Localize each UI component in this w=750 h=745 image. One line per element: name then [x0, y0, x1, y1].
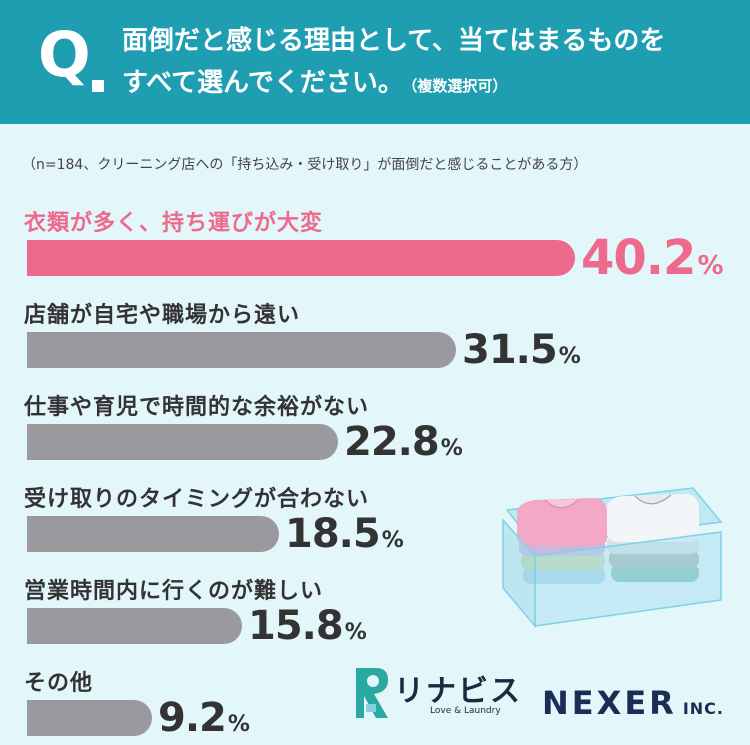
- bar: [27, 424, 338, 460]
- bar-value-label: 40.2%: [581, 234, 724, 282]
- bar-value-unit: %: [227, 712, 250, 737]
- question-mark-dot: [92, 80, 104, 92]
- bar-category-label: 受け取りのタイミングが合わない: [24, 487, 370, 512]
- bar-value-number: 22.8: [344, 419, 440, 465]
- bar-value-label: 31.5%: [462, 330, 581, 370]
- question-text-line2-main: すべて選んでください。: [122, 68, 404, 98]
- bar-category-label: 仕事や育児で時間的な余裕がない: [24, 395, 370, 420]
- question-header: Q 面倒だと感じる理由として、当てはまるものを すべて選んでください。 （複数選択…: [0, 0, 750, 124]
- bar-value-unit: %: [697, 251, 724, 281]
- nexer-suffix: INC.: [682, 699, 724, 718]
- rinavis-logo: リナビス Love & Laundry: [352, 664, 527, 724]
- bar-value-unit: %: [381, 528, 404, 553]
- rinavis-emblem-icon: [356, 668, 388, 718]
- rinavis-wordmark: リナビス: [394, 674, 522, 709]
- bar-value-label: 9.2%: [158, 698, 250, 738]
- bar: [27, 240, 575, 276]
- folded-laundry-box-illustration: [502, 487, 723, 629]
- bar-value-unit: %: [440, 436, 463, 461]
- bar: [27, 700, 152, 736]
- bar-value-number: 18.5: [285, 511, 381, 557]
- bar-value-unit: %: [558, 344, 581, 369]
- bar-value-number: 31.5: [462, 327, 558, 373]
- bar-value-unit: %: [344, 620, 367, 645]
- bar-value-number: 9.2: [158, 695, 227, 741]
- rinavis-tagline: Love & Laundry: [430, 706, 501, 716]
- question-note: （複数選択可）: [409, 77, 508, 95]
- nexer-wordmark: NEXER: [542, 684, 677, 722]
- question-text-line2: すべて選んでください。 （複数選択可）: [122, 66, 732, 103]
- bar-value-label: 18.5%: [285, 514, 404, 554]
- bar: [27, 608, 242, 644]
- bar: [27, 332, 456, 368]
- bar-value-number: 40.2: [581, 230, 696, 286]
- bar-category-label: 衣類が多く、持ち運びが大変: [24, 211, 324, 236]
- question-mark: Q: [38, 18, 91, 91]
- sample-note: （n=184、クリーニング店への「持ち込み・受け取り」が面倒だと感じることがある…: [22, 157, 588, 173]
- nexer-logo: NEXER INC.: [542, 684, 724, 722]
- bar: [27, 516, 279, 552]
- bar-category-label: その他: [24, 671, 94, 696]
- question-text-line1: 面倒だと感じる理由として、当てはまるものを: [122, 26, 666, 56]
- bar-value-label: 15.8%: [248, 606, 367, 646]
- bar-category-label: 店舗が自宅や職場から遠い: [24, 303, 301, 328]
- bar-value-label: 22.8%: [344, 422, 463, 462]
- bar-value-number: 15.8: [248, 603, 344, 649]
- bar-category-label: 営業時間内に行くのが難しい: [24, 579, 324, 604]
